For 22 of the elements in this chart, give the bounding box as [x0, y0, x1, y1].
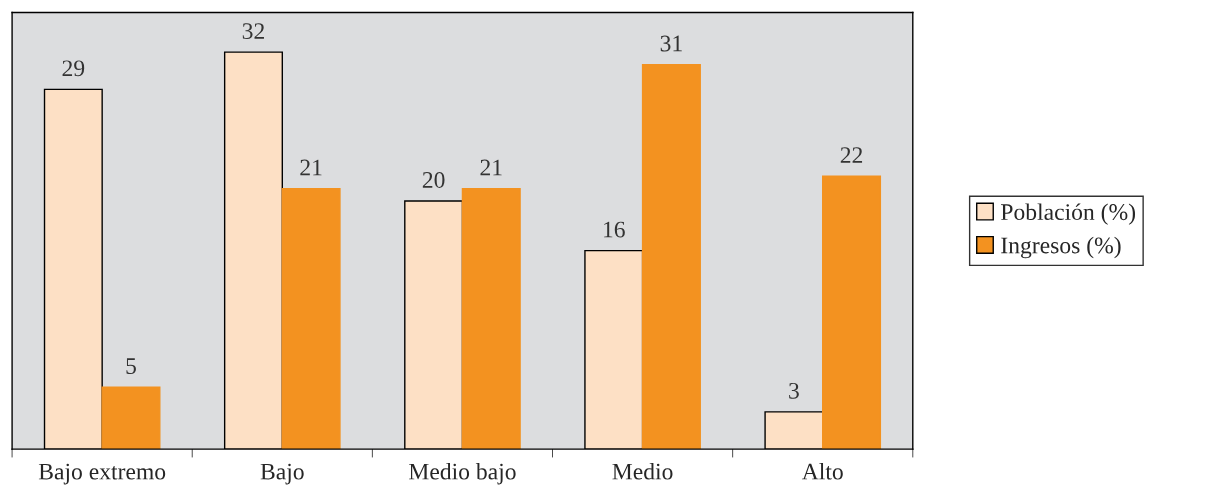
x-tick-label: Alto	[801, 462, 843, 480]
x-tick-label: Medio bajo	[409, 462, 516, 485]
bar	[641, 63, 701, 450]
data-label: 21	[480, 159, 502, 176]
x-tick-label: Medio	[612, 462, 673, 480]
data-label: 29	[62, 60, 85, 77]
data-label: 5	[126, 358, 136, 374]
data-label: 31	[660, 35, 682, 52]
data-label: 22	[840, 147, 863, 163]
data-label: 20	[422, 171, 445, 188]
x-tick-label: Bajo	[260, 463, 304, 485]
bar	[461, 187, 521, 450]
bar	[822, 175, 882, 450]
legend-label: Ingresos (%)	[1001, 236, 1121, 259]
data-label: 21	[300, 159, 322, 176]
bar	[101, 386, 161, 450]
data-label: 32	[242, 23, 264, 40]
data-label: 16	[604, 221, 625, 238]
x-tick-label: Bajo extremo	[38, 463, 166, 485]
data-label: 3	[789, 382, 799, 399]
legend-label: Población (%)	[1001, 203, 1136, 225]
bar	[281, 187, 341, 450]
